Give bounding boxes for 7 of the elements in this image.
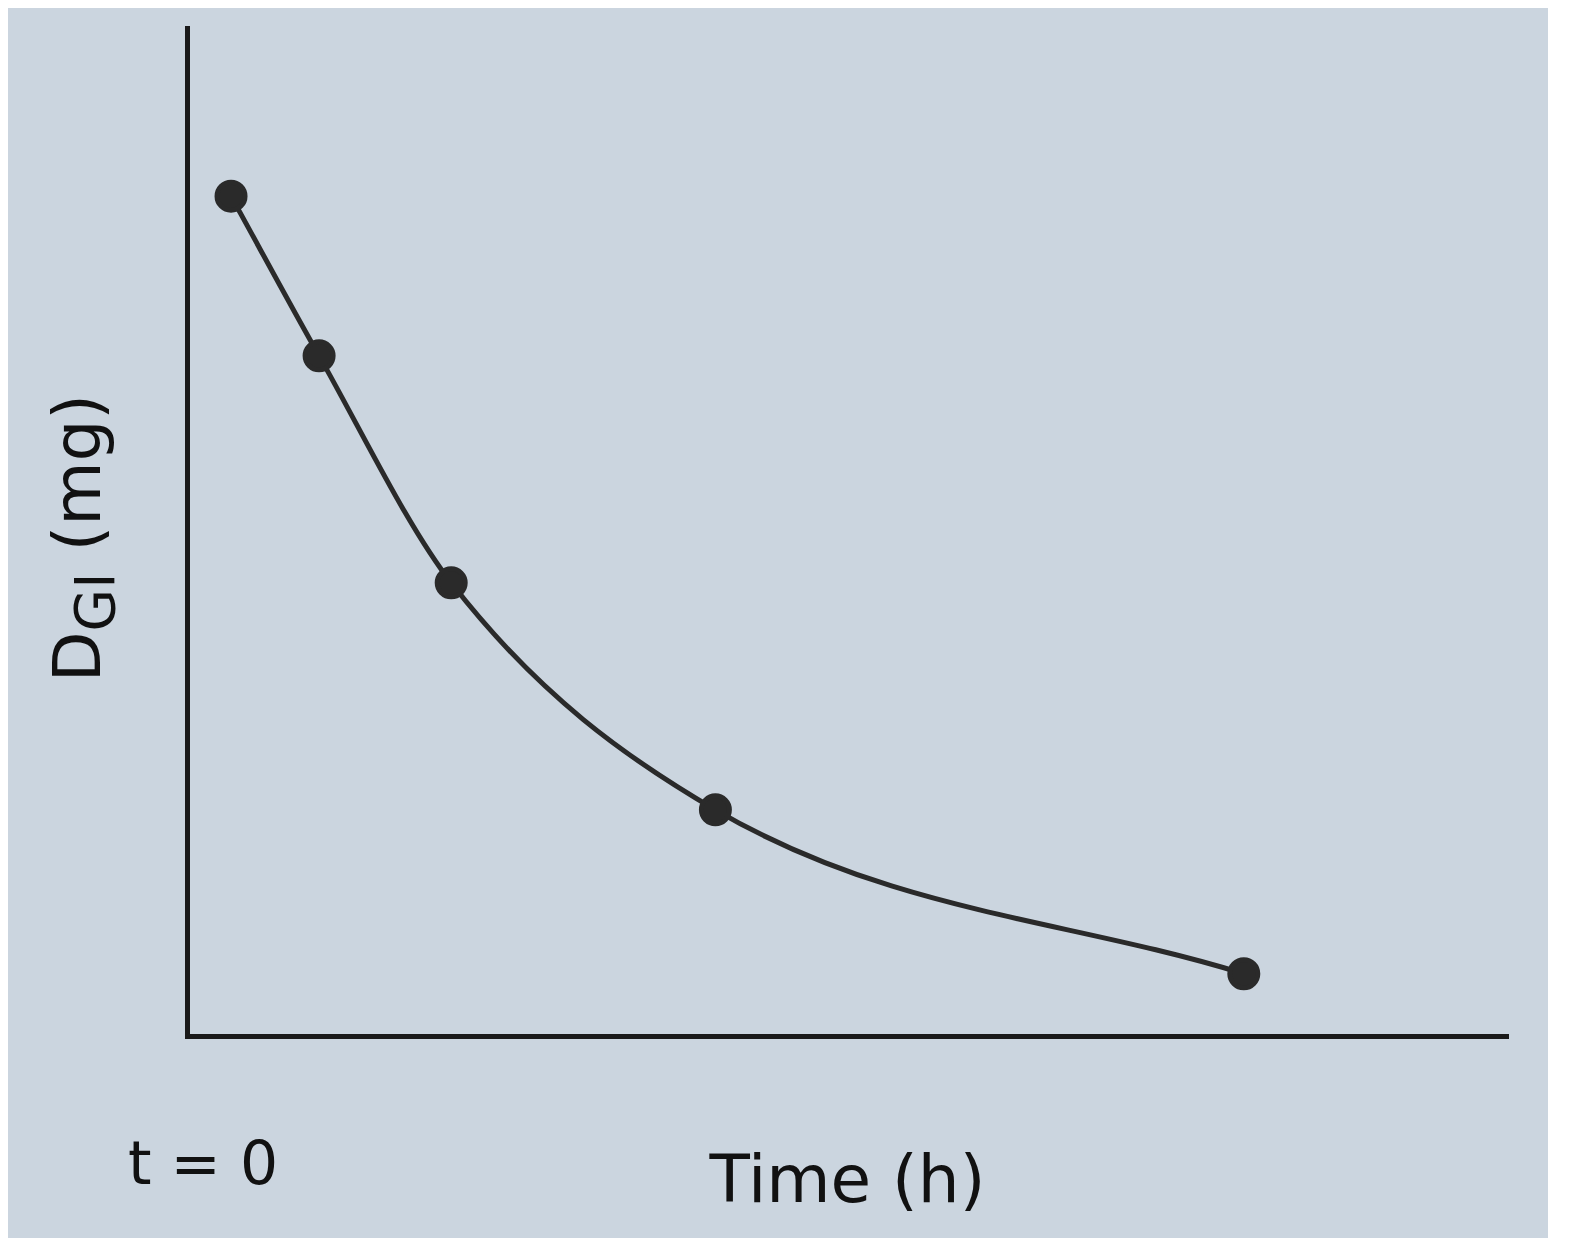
point [1227,957,1261,991]
text: t = 0 [128,1128,279,1198]
point [434,566,468,600]
point [698,793,732,827]
x-axis-title: Time (h) [708,1140,986,1218]
point [302,339,336,373]
point [214,179,248,213]
